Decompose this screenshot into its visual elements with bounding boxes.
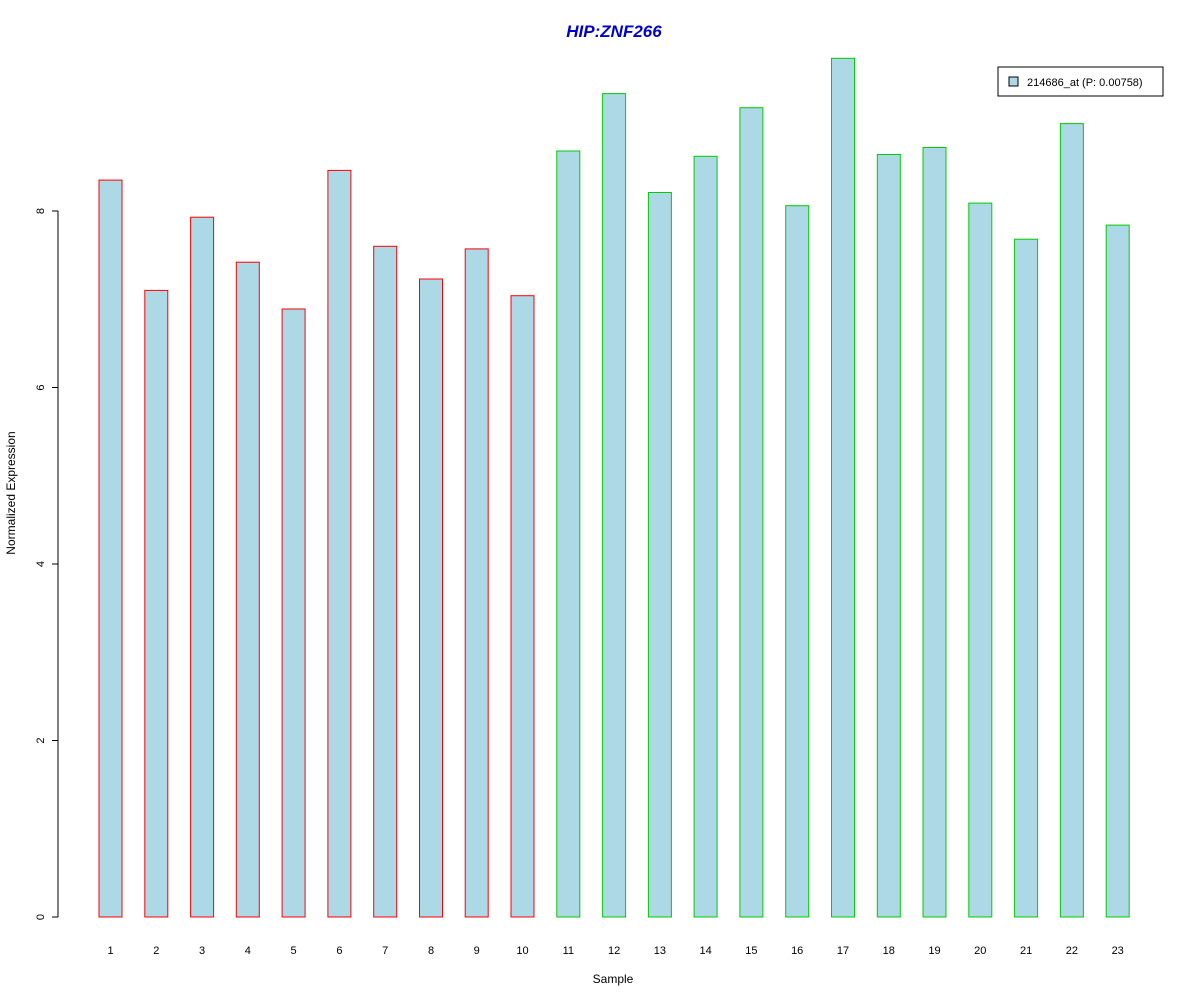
x-tick-label: 7: [382, 945, 388, 957]
y-tick-label: 6: [35, 384, 47, 390]
bar-sample-18: [876, 154, 901, 918]
bar-sample-17: [831, 57, 855, 918]
bar-sample-1: [98, 179, 123, 918]
bar-sample-5: [281, 308, 306, 918]
x-tick-label: 23: [1112, 945, 1124, 957]
x-tick-label: 5: [291, 945, 297, 957]
bar-sample-4: [235, 261, 260, 918]
bar-sample-19: [922, 147, 947, 918]
chart-title: HIP:ZNF266: [566, 22, 662, 41]
x-tick-label: 8: [428, 945, 434, 957]
x-tick-label: 12: [608, 945, 620, 957]
y-tick-label: 8: [35, 208, 47, 214]
x-tick-label: 6: [336, 945, 342, 957]
y-tick-label: 2: [35, 737, 47, 743]
x-tick-label: 4: [245, 945, 251, 957]
bar-sample-21: [1014, 238, 1039, 918]
bar-sample-22: [1059, 123, 1084, 918]
bar-sample-9: [464, 248, 489, 918]
x-tick-label: 10: [516, 945, 528, 957]
x-tick-label: 13: [654, 945, 666, 957]
bar-sample-15: [739, 107, 764, 918]
x-tick-label: 14: [699, 945, 711, 957]
bar-sample-16: [785, 205, 810, 918]
bar-sample-11: [556, 150, 581, 918]
legend-label: 214686_at (P: 0.00758): [1027, 77, 1143, 89]
bar-sample-12: [602, 93, 627, 918]
bar-sample-23: [1105, 224, 1130, 918]
x-tick-label: 22: [1066, 945, 1078, 957]
bar-sample-6: [327, 169, 352, 918]
x-tick-label: 1: [107, 945, 113, 957]
x-tick-label: 11: [563, 945, 574, 957]
bars: [98, 57, 1130, 918]
x-tick-label: 16: [791, 945, 803, 957]
bar-sample-8: [419, 278, 443, 918]
y-axis: 0 2 4 6 8: [35, 208, 59, 920]
bar-sample-13: [647, 192, 672, 918]
x-axis-label: Sample: [593, 972, 634, 986]
bar-sample-7: [373, 245, 398, 918]
legend-swatch: [1008, 76, 1019, 87]
legend-box: [997, 66, 1164, 97]
y-tick-label: 0: [35, 914, 47, 920]
x-tick-label: 17: [837, 945, 849, 957]
bar-sample-3: [190, 216, 215, 918]
y-tick-label: 4: [35, 561, 47, 567]
bar-sample-20: [968, 202, 993, 918]
x-tick-label: 15: [745, 945, 757, 957]
bar-sample-2: [144, 289, 169, 918]
x-tick-label: 2: [153, 945, 159, 957]
bar-sample-14: [693, 155, 718, 918]
x-tick-label: 3: [199, 945, 205, 957]
x-tick-label: 19: [928, 945, 940, 957]
legend: 214686_at (P: 0.00758): [997, 66, 1164, 97]
x-tick-label: 9: [474, 945, 480, 957]
x-tick-labels: 1 2 3 4 5 6 7 8 9 10 11 12 13 14 15 16 17 18 19 20 21 22 23: [107, 945, 1123, 957]
x-tick-label: 21: [1020, 945, 1032, 957]
y-axis-label: Normalized Expression: [4, 431, 18, 554]
x-tick-label: 20: [974, 945, 986, 957]
bar-sample-10: [510, 295, 535, 918]
x-tick-label: 18: [883, 945, 895, 957]
